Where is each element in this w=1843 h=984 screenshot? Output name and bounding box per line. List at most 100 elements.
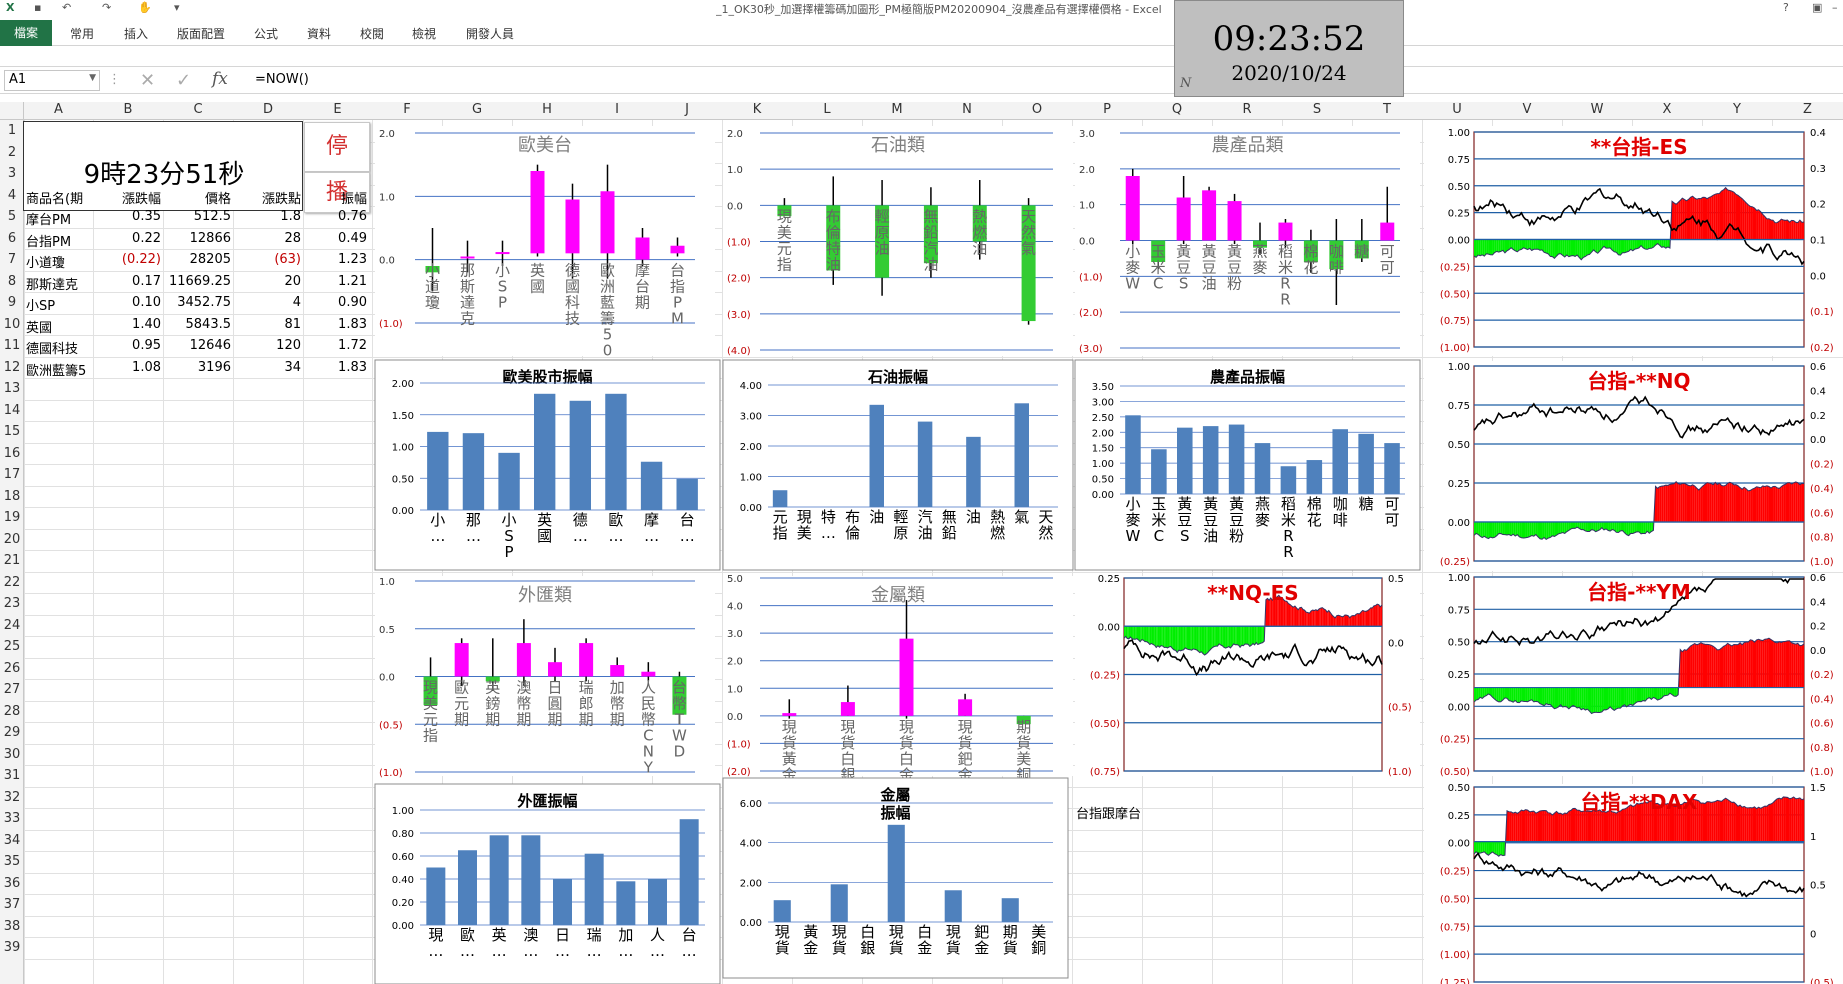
- table-header[interactable]: 價格: [204, 191, 231, 207]
- column-header[interactable]: Z: [1803, 102, 1812, 117]
- row-header[interactable]: 5: [7, 209, 17, 224]
- tab-formulas[interactable]: 公式: [254, 27, 279, 41]
- customize-qat-icon[interactable]: ▾: [174, 1, 180, 14]
- undo-icon[interactable]: ↶: [62, 1, 72, 14]
- row-header[interactable]: 15: [3, 424, 21, 439]
- column-header[interactable]: O: [1031, 102, 1043, 117]
- table-header[interactable]: 振幅: [340, 191, 367, 207]
- tab-page-layout[interactable]: 版面配置: [177, 27, 226, 41]
- table-cell[interactable]: 1.83: [338, 359, 367, 375]
- row-header[interactable]: 39: [3, 940, 21, 955]
- column-header[interactable]: Q: [1171, 102, 1183, 117]
- column-header[interactable]: C: [193, 102, 203, 117]
- table-cell[interactable]: 120: [276, 338, 301, 353]
- row-header[interactable]: 31: [3, 768, 21, 783]
- row-header[interactable]: 25: [3, 639, 21, 654]
- table-cell[interactable]: 1.21: [338, 273, 367, 289]
- row-header[interactable]: 8: [7, 273, 17, 289]
- tab-data[interactable]: 資料: [307, 27, 332, 41]
- column-header[interactable]: W: [1590, 102, 1604, 117]
- row-header[interactable]: 29: [3, 725, 21, 740]
- column-header[interactable]: A: [54, 102, 63, 117]
- stop-button[interactable]: 停: [304, 122, 370, 172]
- column-header[interactable]: N: [962, 102, 972, 117]
- row-header[interactable]: 2: [7, 144, 17, 160]
- timer-cell[interactable]: 9時23分51秒: [23, 121, 303, 211]
- row-header[interactable]: 17: [3, 467, 21, 482]
- table-cell[interactable]: 3196: [197, 359, 231, 375]
- column-header[interactable]: B: [123, 102, 133, 117]
- row-header[interactable]: 38: [3, 918, 21, 934]
- row-header[interactable]: 4: [7, 187, 17, 203]
- table-cell[interactable]: 1.72: [338, 338, 367, 353]
- row-header[interactable]: 24: [3, 617, 21, 633]
- column-header[interactable]: U: [1452, 102, 1462, 117]
- table-cell[interactable]: (0.22): [121, 252, 161, 267]
- row-header[interactable]: 11: [3, 338, 21, 353]
- column-header[interactable]: J: [685, 102, 689, 117]
- column-header[interactable]: G: [471, 102, 483, 117]
- cancel-icon[interactable]: ✕: [140, 70, 156, 91]
- name-box-dropdown-icon[interactable]: ▼: [89, 73, 96, 83]
- row-header[interactable]: 19: [3, 510, 21, 525]
- table-cell[interactable]: 28: [284, 230, 301, 246]
- row-header[interactable]: 37: [3, 897, 21, 912]
- table-cell[interactable]: 0.10: [132, 295, 161, 310]
- row-header[interactable]: 27: [3, 682, 21, 697]
- row-header[interactable]: 13: [3, 381, 21, 396]
- column-header[interactable]: S: [1312, 102, 1322, 117]
- table-cell[interactable]: 3452.75: [177, 295, 231, 310]
- row-header[interactable]: 23: [3, 596, 21, 611]
- row-header[interactable]: 9: [7, 295, 17, 310]
- row-header[interactable]: 34: [3, 832, 21, 848]
- select-all-corner[interactable]: [0, 102, 24, 120]
- row-header[interactable]: 18: [3, 488, 21, 504]
- row-header[interactable]: 33: [3, 811, 21, 826]
- table-cell[interactable]: 0.95: [132, 338, 161, 353]
- save-icon[interactable]: ▪: [34, 1, 42, 14]
- row-header[interactable]: 30: [3, 746, 21, 762]
- table-header[interactable]: 漲跌點: [261, 191, 301, 207]
- table-cell[interactable]: 1.40: [132, 316, 161, 332]
- minimize-icon[interactable]: –: [1832, 1, 1838, 14]
- table-cell[interactable]: 0.49: [338, 230, 367, 246]
- column-header[interactable]: D: [262, 102, 273, 117]
- tab-home[interactable]: 常用: [70, 27, 95, 41]
- column-header[interactable]: V: [1522, 102, 1532, 117]
- table-cell[interactable]: (63): [274, 252, 301, 267]
- row-header[interactable]: 12: [3, 359, 21, 375]
- row-header[interactable]: 32: [3, 789, 21, 805]
- table-cell[interactable]: 81: [284, 316, 301, 332]
- table-cell[interactable]: 小道瓊: [26, 256, 66, 271]
- table-cell[interactable]: 0.22: [132, 230, 161, 246]
- table-cell[interactable]: 那斯達克: [26, 277, 79, 293]
- table-cell[interactable]: 28205: [189, 252, 231, 267]
- table-header[interactable]: 商品名(期: [26, 191, 84, 207]
- formula-input[interactable]: =NOW(): [255, 72, 309, 87]
- tab-file[interactable]: 檔案: [0, 20, 52, 46]
- row-header[interactable]: 6: [7, 230, 17, 246]
- table-cell[interactable]: 英國: [26, 320, 53, 336]
- table-cell[interactable]: 512.5: [193, 209, 231, 224]
- table-cell[interactable]: 歐洲藍籌5: [26, 363, 87, 379]
- table-cell[interactable]: 5843.5: [185, 316, 232, 332]
- column-header[interactable]: F: [403, 102, 411, 117]
- column-header[interactable]: L: [823, 102, 831, 117]
- table-cell[interactable]: 1.83: [338, 316, 367, 332]
- row-header[interactable]: 3: [7, 166, 17, 181]
- enter-icon[interactable]: ✓: [176, 70, 192, 91]
- table-header[interactable]: 漲跌幅: [121, 191, 161, 207]
- row-header[interactable]: 16: [3, 445, 21, 461]
- table-cell[interactable]: 12866: [189, 230, 231, 246]
- column-header[interactable]: E: [333, 102, 342, 117]
- row-header[interactable]: 35: [3, 854, 21, 869]
- row-header[interactable]: 21: [3, 553, 21, 568]
- tab-review[interactable]: 校閱: [360, 27, 385, 41]
- table-cell[interactable]: 1.8: [280, 209, 301, 224]
- table-cell[interactable]: 小SP: [26, 299, 56, 314]
- column-header[interactable]: P: [1103, 102, 1111, 117]
- tab-insert[interactable]: 插入: [124, 27, 149, 41]
- row-header[interactable]: 20: [3, 531, 21, 547]
- table-cell[interactable]: 12646: [189, 338, 231, 353]
- ribbon-display-icon[interactable]: ▣: [1812, 1, 1823, 14]
